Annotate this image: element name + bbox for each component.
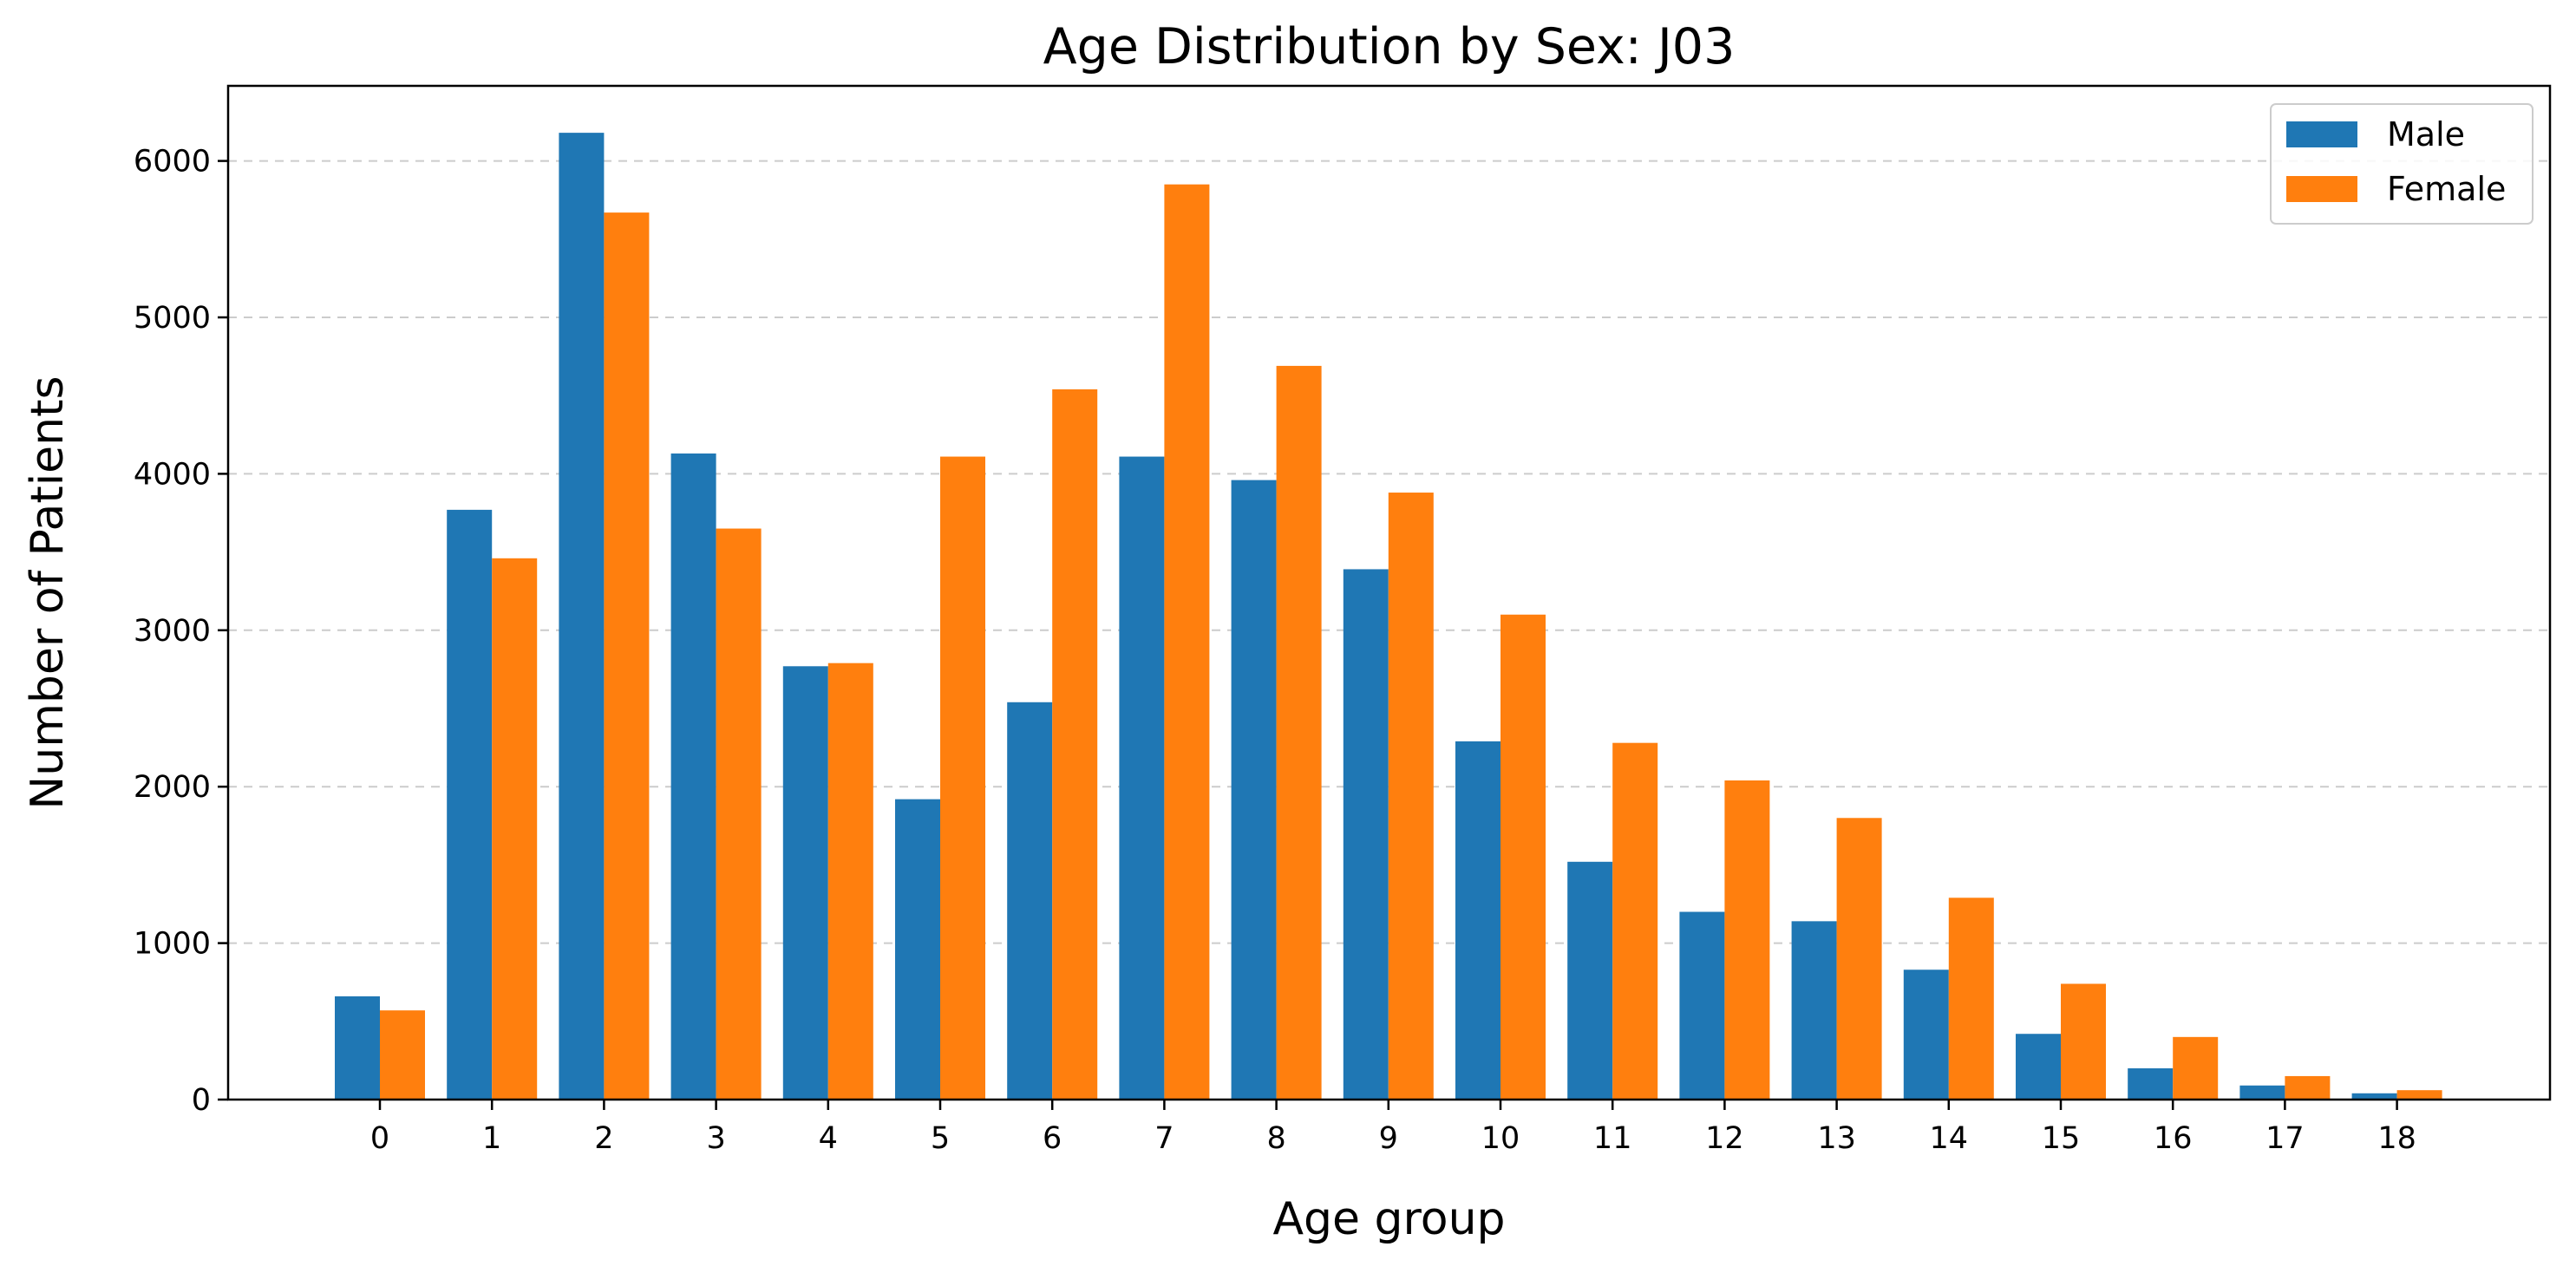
bar-female-1: [492, 558, 538, 1100]
chart-title: Age Distribution by Sex: J03: [1043, 18, 1736, 75]
x-tick-label: 9: [1379, 1121, 1398, 1156]
bar-male-0: [335, 996, 380, 1100]
x-tick-label: 0: [370, 1121, 389, 1156]
bar-female-11: [1612, 742, 1658, 1100]
bar-female-5: [940, 456, 985, 1100]
bar-male-13: [1791, 921, 1837, 1100]
y-tick-label: 0: [192, 1083, 211, 1118]
legend-label-male: Male: [2387, 115, 2465, 153]
bar-male-6: [1007, 702, 1053, 1100]
bar-female-3: [716, 528, 762, 1100]
bar-female-12: [1724, 780, 1770, 1100]
bar-female-16: [2173, 1036, 2219, 1100]
bar-female-6: [1052, 388, 1098, 1100]
y-tick-label: 3000: [134, 614, 211, 649]
bar-male-2: [559, 133, 605, 1100]
x-axis-ticks: 0 1 2 3 4 5 6 7 8 9 10 11 12 13 14 15 16 17 18: [370, 1100, 2416, 1156]
x-tick-label: 1: [482, 1121, 501, 1156]
x-tick-label: 6: [1043, 1121, 1062, 1156]
bar-female-13: [1836, 818, 1882, 1100]
bar-male-15: [2016, 1034, 2061, 1100]
legend-label-female: Female: [2387, 170, 2506, 208]
bar-male-10: [1455, 741, 1500, 1100]
x-tick-label: 7: [1154, 1121, 1174, 1156]
x-tick-label: 18: [2377, 1121, 2416, 1156]
y-axis-title: Number of Patients: [22, 375, 74, 809]
bars: [335, 133, 2442, 1100]
bar-female-9: [1388, 493, 1434, 1100]
bar-female-10: [1500, 614, 1546, 1100]
y-tick-label: 6000: [134, 145, 211, 180]
bar-female-18: [2396, 1090, 2442, 1100]
bar-female-2: [604, 212, 650, 1100]
bar-male-17: [2239, 1085, 2285, 1100]
bar-male-7: [1119, 456, 1165, 1100]
bar-male-14: [1903, 969, 1949, 1100]
y-axis-ticks: 0 1000 2000 3000 4000 5000 6000: [134, 145, 228, 1118]
bar-male-1: [447, 509, 493, 1100]
bar-female-14: [1948, 898, 1994, 1100]
y-tick-label: 2000: [134, 770, 211, 805]
x-tick-label: 15: [2042, 1121, 2081, 1156]
x-tick-label: 5: [931, 1121, 950, 1156]
x-tick-label: 13: [1817, 1121, 1856, 1156]
x-tick-label: 4: [819, 1121, 838, 1156]
bar-male-3: [670, 453, 716, 1100]
bar-male-18: [2351, 1093, 2397, 1100]
bar-male-8: [1231, 480, 1277, 1100]
x-tick-label: 14: [1930, 1121, 1969, 1156]
x-tick-label: 11: [1593, 1121, 1632, 1156]
bar-male-5: [895, 799, 940, 1100]
bar-male-12: [1679, 911, 1725, 1100]
x-tick-label: 2: [594, 1121, 613, 1156]
x-tick-label: 10: [1481, 1121, 1520, 1156]
bar-female-4: [827, 663, 873, 1100]
bar-male-16: [2128, 1067, 2174, 1100]
bar-male-9: [1343, 569, 1389, 1100]
y-tick-label: 1000: [134, 927, 211, 962]
y-tick-label: 4000: [134, 457, 211, 492]
x-tick-label: 12: [1705, 1121, 1744, 1156]
bar-female-17: [2285, 1075, 2331, 1100]
x-tick-label: 17: [2265, 1121, 2305, 1156]
legend-swatch-female: [2286, 176, 2357, 202]
bar-male-11: [1567, 861, 1613, 1100]
bar-female-0: [380, 1010, 425, 1100]
x-tick-label: 3: [706, 1121, 725, 1156]
legend-swatch-male: [2286, 121, 2357, 147]
bar-female-15: [2061, 983, 2106, 1100]
bar-female-8: [1276, 365, 1322, 1100]
legend: Male Female: [2270, 103, 2534, 225]
y-tick-label: 5000: [134, 301, 211, 336]
x-axis-title: Age group: [1272, 1193, 1505, 1245]
bar-female-7: [1164, 184, 1210, 1100]
x-tick-label: 8: [1266, 1121, 1285, 1156]
x-tick-label: 16: [2154, 1121, 2193, 1156]
bar-male-4: [782, 666, 828, 1100]
